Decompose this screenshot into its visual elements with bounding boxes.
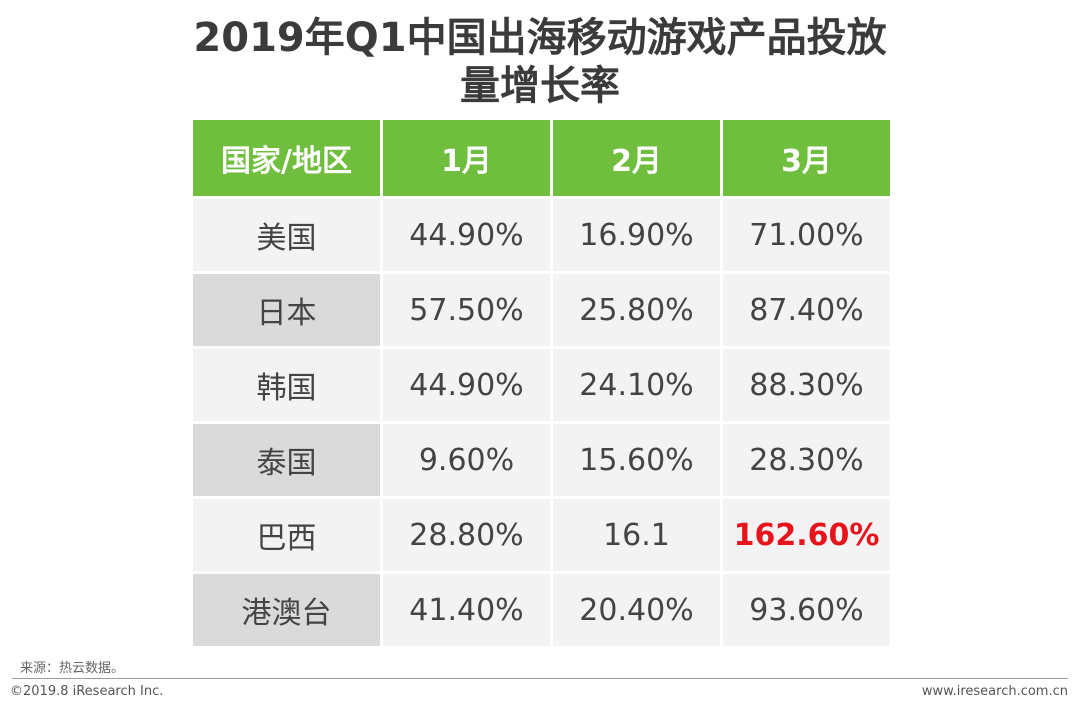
row-header: 日本 [193,274,380,346]
column-header-mar: 3月 [723,120,890,196]
chart-title-line-2: 量增长率 [460,63,620,109]
row-header: 韩国 [193,349,380,421]
table-cell: 71.00% [723,199,890,271]
source-note: 来源：热云数据。 [20,661,125,676]
column-header-jan: 1月 [383,120,550,196]
table-cell: 24.10% [553,349,720,421]
row-header: 港澳台 [193,574,380,646]
table-header-row: 国家/地区 1月 2月 3月 [193,120,890,196]
table-row: 港澳台 41.40% 20.40% 93.60% [193,574,890,646]
table-row: 巴西 28.80% 16.1 162.60% [193,499,890,571]
column-header-region: 国家/地区 [193,120,380,196]
table-cell: 28.80% [383,499,550,571]
table-cell: 25.80% [553,274,720,346]
table-cell: 44.90% [383,349,550,421]
copyright-text: ©2019.8 iResearch Inc. [10,684,164,699]
table-cell: 41.40% [383,574,550,646]
table-cell: 16.90% [553,199,720,271]
table-cell: 57.50% [383,274,550,346]
row-header: 美国 [193,199,380,271]
column-header-feb: 2月 [553,120,720,196]
table-row: 美国 44.90% 16.90% 71.00% [193,199,890,271]
website-text: www.iresearch.com.cn [921,684,1068,699]
table-cell: 44.90% [383,199,550,271]
table-row: 日本 57.50% 25.80% 87.40% [193,274,890,346]
table-cell: 93.60% [723,574,890,646]
table-cell: 16.1 [553,499,720,571]
footer-divider [12,678,1068,679]
table-row: 泰国 9.60% 15.60% 28.30% [193,424,890,496]
table-cell: 15.60% [553,424,720,496]
row-header: 泰国 [193,424,380,496]
table-cell: 9.60% [383,424,550,496]
table-cell: 87.40% [723,274,890,346]
table-cell: 28.30% [723,424,890,496]
table-cell: 88.30% [723,349,890,421]
table-row: 韩国 44.90% 24.10% 88.30% [193,349,890,421]
highlighted-table-cell: 162.60% [723,499,890,571]
growth-rate-table: 国家/地区 1月 2月 3月 美国 44.90% 16.90% 71.00% 日… [190,117,893,649]
chart-title-line-1: 2019年Q1中国出海移动游戏产品投放 [193,15,887,61]
row-header: 巴西 [193,499,380,571]
table-cell: 20.40% [553,574,720,646]
chart-title: 2019年Q1中国出海移动游戏产品投放 量增长率 [0,14,1080,110]
